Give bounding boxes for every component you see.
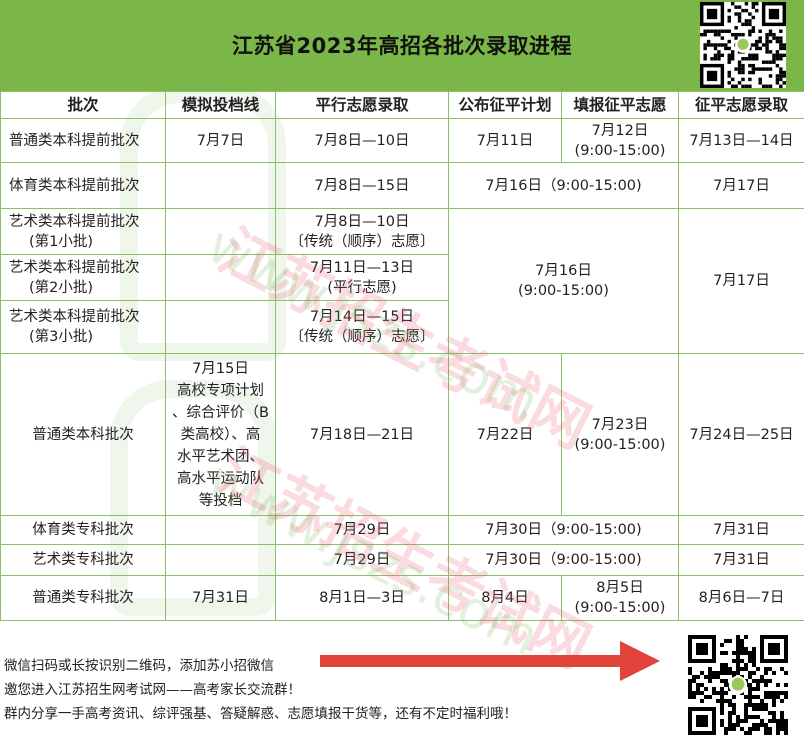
batch-sub: (第1小批) [29, 233, 94, 250]
batch-sub: (第2小批) [29, 279, 94, 296]
admit-cell: 7月24日—25日 [678, 353, 804, 516]
footer-line: 邀您进入江苏招生网考试网——高考家长交流群！ [4, 682, 301, 698]
publish-fill-cell: 7月16日（9:00-15:00) [448, 162, 679, 209]
sim-line: 、综合评价（B [172, 404, 269, 421]
sim-cell [165, 515, 276, 545]
publish-fill-cell: 7月30日（9:00-15:00) [448, 515, 679, 545]
footer-line: 微信扫码或长按识别二维码，添加苏小招微信 [4, 658, 274, 674]
fill-time: (9:00-15:00) [574, 436, 666, 453]
table-row: 体育类专科批次 7月29日 7月30日（9:00-15:00) 7月31日 [0, 515, 804, 545]
parallel-date: 7月14日—15日 [309, 309, 415, 325]
publish-cell: 7月22日 [448, 353, 562, 516]
parallel-cell: 7月18日—21日 [275, 353, 449, 516]
publish-cell: 8月4日 [448, 575, 562, 621]
batch-sub: (第3小批) [29, 329, 94, 345]
sim-line: 高水平运动队 [177, 470, 264, 487]
page-title: 江苏省2023年高招各批次录取进程 [232, 34, 572, 58]
batch-label: 艺术类本科提前批次 [9, 259, 140, 276]
batch-cell: 普通类专科批次 [0, 575, 166, 621]
publish-cell: 7月11日 [448, 118, 562, 163]
batch-label: 艺术类本科提前批次 [9, 213, 140, 230]
qr-code-icon [688, 632, 788, 738]
parallel-date: 7月8日—10日 [314, 213, 410, 230]
batch-cell: 体育类专科批次 [0, 515, 166, 545]
fill-time: (9:00-15:00) [574, 600, 666, 616]
sim-line: 高校专项计划 [177, 382, 264, 399]
fill-cell: 7月23日 (9:00-15:00) [561, 353, 679, 516]
batch-cell: 体育类本科提前批次 [0, 162, 166, 209]
fill-cell: 8月5日 (9:00-15:00) [561, 575, 679, 621]
parallel-cell: 7月8日—10日 [275, 118, 449, 163]
schedule-table: 批次 模拟投档线 平行志愿录取 公布征平计划 填报征平志愿 征平志愿录取 普通类… [0, 91, 804, 621]
batch-cell: 艺术类本科提前批次 (第2小批) [0, 254, 166, 301]
sim-line: 7月15日 [192, 360, 249, 377]
batch-cell: 艺术类专科批次 [0, 544, 166, 576]
parallel-cell: 7月14日—15日〔传统（顺序）志愿〕 [275, 300, 449, 354]
publish-fill-date: 7月16日 [535, 263, 592, 279]
publish-fill-cell: 7月16日 (9:00-15:00) [448, 208, 679, 354]
fill-date: 7月12日 [591, 122, 649, 139]
parallel-cell: 7月11日—13日 (平行志愿) [275, 254, 449, 301]
footer-line: 群内分享一手高考资讯、综评强基、答疑解惑、志愿填报干货等，还有不定时福利哦！ [4, 706, 517, 722]
parallel-sub: 〔传统（顺序）志愿〕 [289, 233, 435, 250]
batch-label: 艺术类本科提前批次 [9, 309, 140, 325]
sim-cell: 7月7日 [165, 118, 276, 163]
table-row: 普通类专科批次 7月31日 8月1日—3日 8月4日 8月5日 (9:00-15:… [0, 575, 804, 621]
parallel-cell: 8月1日—3日 [275, 575, 449, 621]
column-header: 填报征平志愿 [561, 91, 679, 119]
admit-cell: 7月31日 [678, 515, 804, 545]
column-header: 批次 [0, 91, 166, 119]
column-header: 征平志愿录取 [678, 91, 804, 119]
sim-cell [165, 162, 276, 209]
publish-fill-cell: 7月30日（9:00-15:00) [448, 544, 679, 576]
column-header: 模拟投档线 [165, 91, 276, 119]
table-header-row: 批次 模拟投档线 平行志愿录取 公布征平计划 填报征平志愿 征平志愿录取 [0, 91, 804, 119]
column-header: 平行志愿录取 [275, 91, 449, 119]
table-row: 体育类本科提前批次 7月8日—15日 7月16日（9:00-15:00) 7月1… [0, 162, 804, 209]
parallel-cell: 7月29日 [275, 515, 449, 545]
admit-cell: 7月13日—14日 [678, 118, 804, 163]
fill-time: (9:00-15:00) [574, 142, 666, 159]
batch-cell: 普通类本科提前批次 [0, 118, 166, 163]
parallel-cell: 7月8日—10日〔传统（顺序）志愿〕 [275, 208, 449, 255]
arrow-right-icon [320, 641, 660, 681]
table-row: 艺术类专科批次 7月29日 7月30日（9:00-15:00) 7月31日 [0, 544, 804, 576]
sim-line: 等投档 [198, 492, 243, 509]
parallel-cell: 7月29日 [275, 544, 449, 576]
table-row: 普通类本科批次 7月15日 高校专项计划 、综合评价（B 类高校）、高 水平艺术… [0, 353, 804, 516]
parallel-sub: (平行志愿) [327, 279, 397, 296]
sim-cell: 7月31日 [165, 575, 276, 621]
sim-line: 水平艺术团、 [177, 448, 264, 465]
parallel-cell: 7月8日—15日 [275, 162, 449, 209]
table-row: 艺术类本科提前批次 (第2小批) 7月11日—13日 (平行志愿) [0, 254, 804, 301]
batch-cell: 普通类本科批次 [0, 353, 166, 516]
fill-date: 7月23日 [591, 416, 649, 433]
sim-cell [165, 544, 276, 576]
sim-cell: 7月15日 高校专项计划 、综合评价（B 类高校）、高 水平艺术团、 高水平运动… [165, 353, 276, 516]
column-header: 公布征平计划 [448, 91, 562, 119]
sim-cell [165, 300, 276, 354]
header-banner: 江苏省2023年高招各批次录取进程 [0, 0, 804, 91]
parallel-date: 7月11日—13日 [309, 259, 415, 276]
qr-code-icon [700, 2, 786, 88]
parallel-sub: 〔传统（顺序）志愿〕 [289, 329, 435, 345]
sim-line: 类高校）、高 [180, 426, 261, 443]
table-row: 普通类本科提前批次 7月7日 7月8日—10日 7月11日 7月12日 (9:00… [0, 118, 804, 163]
batch-cell: 艺术类本科提前批次 (第1小批) [0, 208, 166, 255]
admit-cell: 7月31日 [678, 544, 804, 576]
admit-cell: 7月17日 [678, 208, 804, 354]
table-row: 艺术类本科提前批次 (第1小批) 7月8日—10日〔传统（顺序）志愿〕 7月16日… [0, 208, 804, 354]
fill-date: 8月5日 [596, 580, 644, 596]
publish-fill-time: (9:00-15:00) [518, 283, 609, 299]
table-row: 艺术类本科提前批次 (第3小批) 7月14日—15日〔传统（顺序）志愿〕 [0, 300, 804, 354]
batch-cell: 艺术类本科提前批次 (第3小批) [0, 300, 166, 354]
admit-cell: 7月17日 [678, 162, 804, 209]
sim-cell [165, 254, 276, 301]
fill-cell: 7月12日 (9:00-15:00) [561, 118, 679, 163]
admit-cell: 8月6日—7日 [678, 575, 804, 621]
sim-cell [165, 208, 276, 255]
